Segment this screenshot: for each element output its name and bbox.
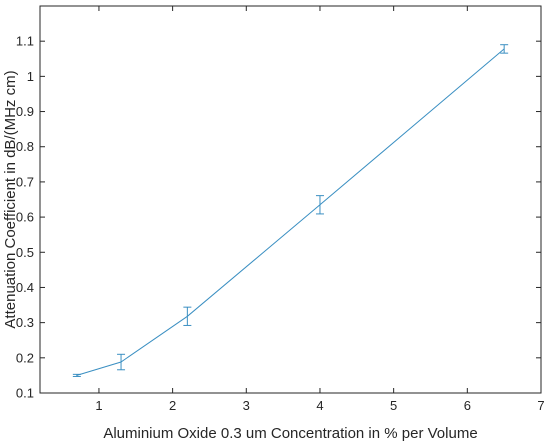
y-tick-label: 0.8 xyxy=(16,139,34,154)
y-tick-label: 0.7 xyxy=(16,174,34,189)
y-tick-label: 1.1 xyxy=(16,34,34,49)
y-tick-label: 0.9 xyxy=(16,104,34,119)
axes: 1 2 3 4 5 6 7 0.1 0.2 0.3 0.4 0.5 0.6 0.7 0.8 0.9 1 1.1 xyxy=(16,6,545,413)
error-bar xyxy=(183,306,192,326)
x-tick-label: 1 xyxy=(95,398,102,413)
error-bar xyxy=(315,195,324,215)
y-axis-label: Attenuation Coefficient in dB/(MHz cm) xyxy=(2,70,19,328)
y-tick-label: 0.6 xyxy=(16,210,34,225)
x-tick-label: 3 xyxy=(243,398,250,413)
error-bar xyxy=(500,44,509,54)
y-tick-label: 0.5 xyxy=(16,245,34,260)
y-tick-label: 1 xyxy=(27,69,34,84)
plot-area xyxy=(39,5,542,394)
x-axis-label: Aluminium Oxide 0.3 um Concentration in … xyxy=(103,425,477,442)
y-tick-label: 0.4 xyxy=(16,280,34,295)
y-tick-label: 0.2 xyxy=(16,350,34,365)
error-bar xyxy=(72,373,81,377)
x-tick-label: 7 xyxy=(537,398,544,413)
x-tick-label: 5 xyxy=(390,398,397,413)
x-tick-label: 2 xyxy=(169,398,176,413)
x-tick-label: 6 xyxy=(464,398,471,413)
y-tick-label: 0.1 xyxy=(16,386,34,401)
series-layer xyxy=(72,44,509,377)
error-bar xyxy=(117,353,126,371)
y-tick-label: 0.3 xyxy=(16,315,34,330)
x-tick-label: 4 xyxy=(316,398,323,413)
